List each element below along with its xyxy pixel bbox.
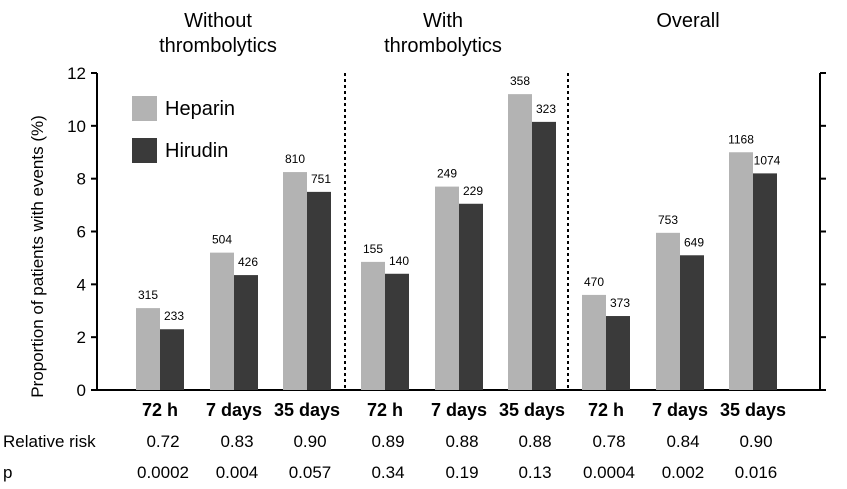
relative-risk-value: 0.88	[518, 432, 551, 451]
bar-count-label: 315	[138, 288, 158, 302]
relative-risk-value: 0.78	[592, 432, 625, 451]
bar-count-label: 753	[658, 213, 678, 227]
y-tick-label: 12	[67, 64, 86, 83]
y-axis-label: Proportion of patients with events (%)	[28, 115, 47, 398]
bar-count-label: 649	[684, 235, 704, 249]
relative-risk-value: 0.90	[293, 432, 326, 451]
bar-hirudin	[459, 203, 483, 390]
bar-hirudin	[532, 121, 556, 390]
bar-count-label: 249	[437, 167, 457, 181]
bar-hirudin	[680, 255, 704, 390]
bar-count-label: 504	[212, 233, 232, 247]
bar-heparin	[283, 172, 307, 390]
bar-count-label: 810	[285, 152, 305, 166]
group-title: Without	[184, 10, 252, 32]
group-title: thrombolytics	[159, 35, 277, 57]
bar-heparin	[729, 152, 753, 390]
bar-count-label: 233	[164, 309, 184, 323]
y-tick-label: 4	[77, 275, 86, 294]
x-category-label: 7 days	[206, 400, 262, 420]
x-category-label: 7 days	[652, 400, 708, 420]
p-value: 0.0004	[583, 463, 635, 482]
legend-label-hirudin: Hirudin	[165, 140, 228, 162]
bar-count-label: 1074	[754, 153, 781, 167]
bar-count-label: 155	[363, 242, 383, 256]
x-category-label: 72 h	[588, 400, 624, 420]
bar-heparin	[435, 186, 459, 390]
bar-heparin	[656, 232, 680, 390]
y-tick-label: 6	[77, 223, 86, 242]
p-row-label: p	[3, 463, 12, 482]
p-value: 0.004	[216, 463, 259, 482]
x-category-label: 35 days	[499, 400, 565, 420]
y-tick-label: 0	[77, 381, 86, 400]
legend-swatch-heparin	[132, 96, 157, 121]
x-category-label: 72 h	[142, 400, 178, 420]
relative-risk-value: 0.83	[220, 432, 253, 451]
legend-swatch-hirudin	[132, 138, 157, 163]
bar-count-label: 470	[584, 275, 604, 289]
y-tick-label: 8	[77, 170, 86, 189]
p-value: 0.0002	[137, 463, 189, 482]
bar-count-label: 229	[463, 184, 483, 198]
relative-risk-value: 0.89	[371, 432, 404, 451]
relative-risk-row-label: Relative risk	[3, 432, 96, 451]
relative-risk-value: 0.72	[146, 432, 179, 451]
bar-hirudin	[385, 273, 409, 390]
relative-risk-value: 0.84	[666, 432, 699, 451]
bar-heparin	[582, 294, 606, 390]
x-category-label: 35 days	[274, 400, 340, 420]
relative-risk-value: 0.88	[445, 432, 478, 451]
legend-label-heparin: Heparin	[165, 98, 235, 120]
p-value: 0.34	[371, 463, 404, 482]
relative-risk-value: 0.90	[739, 432, 772, 451]
group-title: With	[423, 10, 463, 32]
bar-hirudin	[753, 173, 777, 390]
x-category-label: 35 days	[720, 400, 786, 420]
p-value: 0.002	[662, 463, 705, 482]
bar-hirudin	[606, 316, 630, 390]
bar-heparin	[210, 252, 234, 390]
x-category-label: 72 h	[367, 400, 403, 420]
bar-heparin	[361, 261, 385, 390]
p-value: 0.016	[735, 463, 778, 482]
bar-hirudin	[307, 191, 331, 390]
p-value: 0.13	[518, 463, 551, 482]
bar-count-label: 323	[536, 102, 556, 116]
p-value: 0.057	[289, 463, 332, 482]
bar-heparin	[508, 94, 532, 390]
bar-count-label: 140	[389, 254, 409, 268]
y-tick-label: 2	[77, 328, 86, 347]
bar-count-label: 426	[238, 255, 258, 269]
bar-heparin	[136, 308, 160, 390]
bar-count-label: 1168	[728, 132, 754, 146]
p-value: 0.19	[445, 463, 478, 482]
x-category-label: 7 days	[431, 400, 487, 420]
group-title: Overall	[656, 10, 719, 32]
bar-count-label: 751	[311, 172, 331, 186]
bar-count-label: 373	[610, 296, 630, 310]
bar-count-label: 358	[510, 74, 530, 88]
group-title: thrombolytics	[384, 35, 502, 57]
bar-hirudin	[160, 329, 184, 390]
y-tick-label: 10	[67, 117, 86, 136]
bar-hirudin	[234, 275, 258, 390]
